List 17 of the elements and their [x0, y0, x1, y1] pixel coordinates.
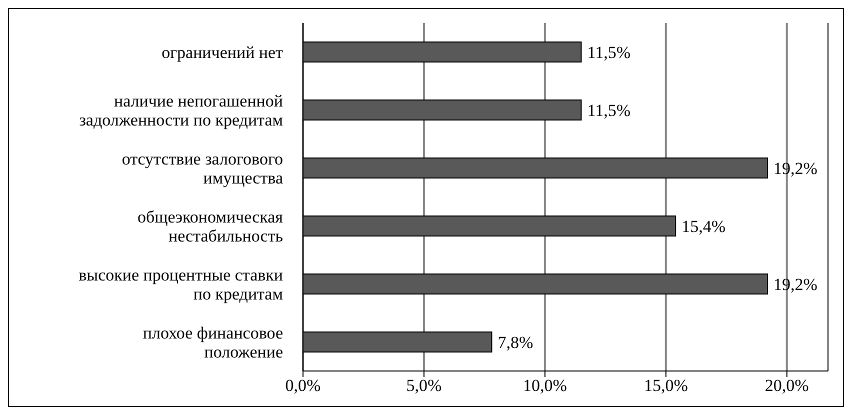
x-tick-label: 5,0% [406, 376, 442, 396]
x-tick-label: 0,0% [285, 376, 321, 396]
data-label: 11,5% [587, 101, 631, 120]
y-tick-label: общеэкономическая нестабильность [137, 207, 284, 245]
data-label: 11,5% [587, 43, 631, 62]
y-tick-label: плохое финансовое положение [142, 323, 283, 361]
data-label: 19,2% [774, 275, 818, 294]
data-label: 7,8% [498, 333, 534, 352]
y-tick-label: высокие процентные ставки по кредитам [78, 265, 284, 303]
y-tick-label: ограничений нет [162, 42, 284, 62]
data-label: 19,2% [774, 159, 818, 178]
x-tick-label: 15,0% [644, 376, 688, 396]
x-tick-label: 10,0% [522, 376, 567, 396]
y-tick-label: наличие непогашенной задолженности по кредитам [79, 91, 284, 129]
data-label: 15,4% [682, 217, 726, 236]
y-tick-label: отсутствие залогового имущества [122, 149, 284, 187]
x-tick-label: 20,0% [764, 376, 809, 396]
